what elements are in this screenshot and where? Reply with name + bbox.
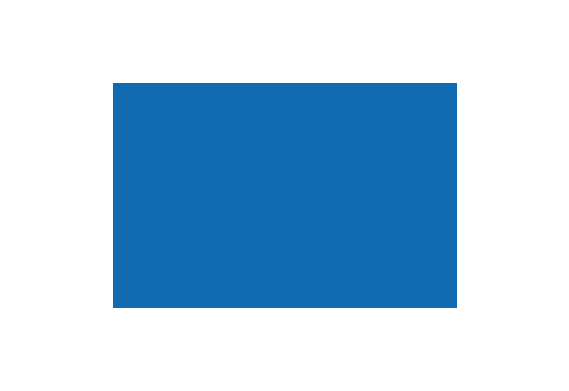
Bar: [113, 83, 457, 308]
